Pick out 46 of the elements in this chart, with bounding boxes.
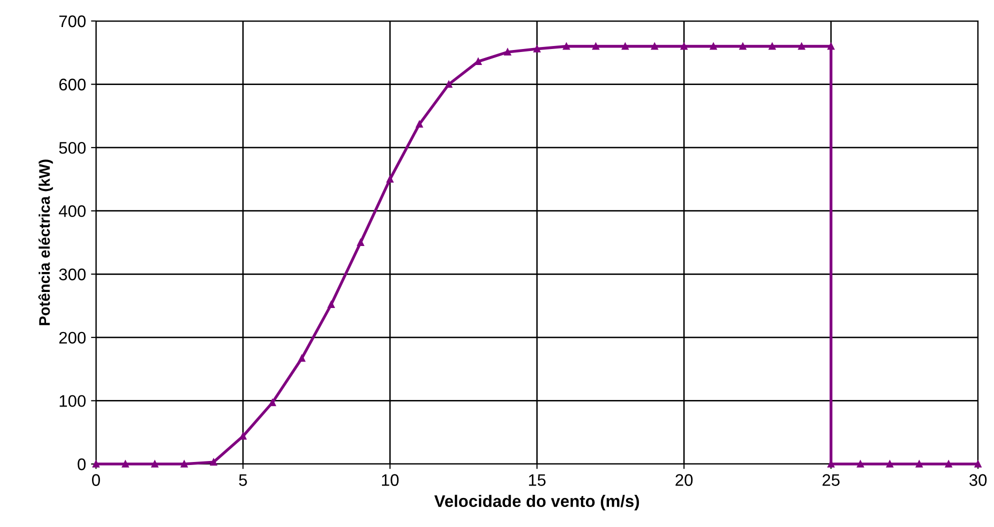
point bbox=[240, 432, 246, 440]
point bbox=[122, 460, 129, 468]
x-tick-label: 25 bbox=[822, 474, 840, 486]
y-tick-label: 500 bbox=[59, 142, 86, 154]
point bbox=[651, 42, 658, 50]
point bbox=[474, 58, 482, 65]
point bbox=[739, 42, 746, 50]
y-axis-title: Potência eléctrica (kW) bbox=[38, 160, 53, 326]
x-tick-label: 10 bbox=[382, 474, 399, 486]
x-tick-label: 20 bbox=[676, 474, 693, 486]
y-tick-label: 300 bbox=[59, 268, 86, 280]
point bbox=[622, 42, 629, 50]
point bbox=[298, 354, 306, 362]
point bbox=[592, 42, 600, 50]
point bbox=[798, 42, 806, 50]
y-tick-label: 0 bbox=[78, 458, 86, 470]
x-tick-label: 0 bbox=[92, 474, 100, 486]
point bbox=[357, 239, 364, 246]
x-tick-label: 5 bbox=[239, 474, 247, 486]
point bbox=[680, 42, 688, 50]
x-axis-title: Velocidade do vento (m/s) bbox=[434, 494, 639, 510]
y-tick-label: 600 bbox=[59, 78, 86, 90]
point bbox=[504, 48, 512, 56]
point bbox=[886, 460, 894, 468]
point bbox=[562, 42, 570, 50]
point bbox=[151, 460, 158, 468]
point bbox=[710, 42, 717, 50]
point bbox=[768, 42, 776, 50]
point bbox=[386, 176, 394, 183]
point bbox=[180, 460, 188, 468]
point bbox=[856, 460, 864, 468]
point bbox=[210, 458, 218, 466]
point bbox=[916, 460, 923, 468]
point bbox=[268, 399, 276, 406]
point bbox=[416, 120, 423, 128]
y-tick-label: 700 bbox=[59, 15, 86, 28]
point bbox=[945, 460, 952, 468]
y-tick-label: 200 bbox=[59, 332, 86, 344]
y-tick-label: 100 bbox=[60, 395, 86, 407]
y-tick-label: 400 bbox=[58, 205, 86, 218]
point bbox=[534, 45, 540, 52]
x-tick-label: 15 bbox=[529, 474, 546, 486]
x-tick-label: 30 bbox=[969, 474, 987, 486]
point bbox=[828, 42, 834, 50]
point bbox=[445, 80, 452, 88]
point bbox=[328, 301, 335, 308]
